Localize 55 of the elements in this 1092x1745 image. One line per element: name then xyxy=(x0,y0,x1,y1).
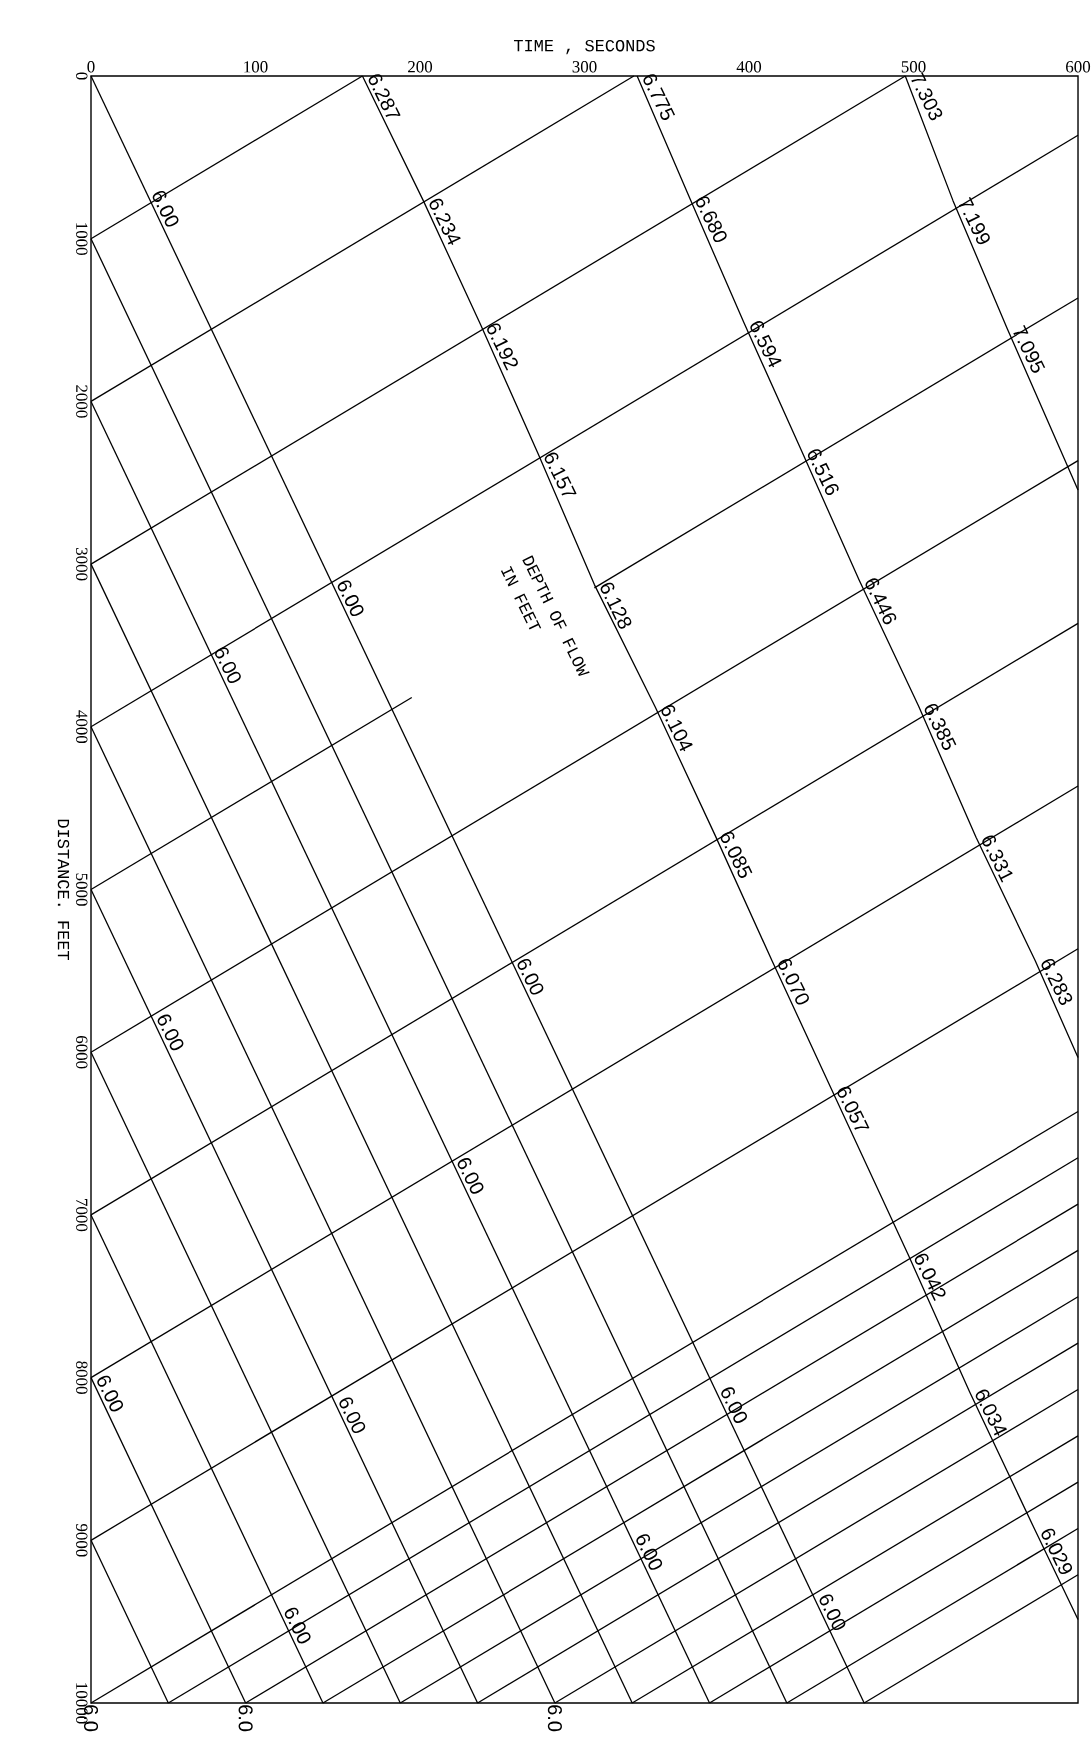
annotation: 6.00 xyxy=(517,958,544,995)
annotation: 7.303 xyxy=(911,72,943,121)
y-tick-label: 0 xyxy=(76,72,88,80)
annotation: 6.00 xyxy=(97,1375,124,1412)
annotation: 6.0 xyxy=(238,1705,253,1732)
x-tick-label: 600 xyxy=(1066,61,1091,73)
annotation: 6.029 xyxy=(1041,1528,1073,1575)
x-tick-label: 400 xyxy=(736,61,762,73)
y-axis-title: DISTANCE. FEET xyxy=(57,819,70,961)
y-tick-label: 8000 xyxy=(76,1361,88,1394)
annotation: 6.070 xyxy=(778,958,809,1005)
x-tick-label: 200 xyxy=(408,61,433,73)
y-tick-label: 9000 xyxy=(76,1523,88,1557)
annotation: 6.00 xyxy=(457,1158,484,1194)
annotation: 6.00 xyxy=(157,1014,184,1051)
y-tick-label: 1000 xyxy=(76,223,88,256)
y-tick-label: 2000 xyxy=(76,385,88,418)
y-tick-label: 6000 xyxy=(76,1036,88,1069)
annotation: 7.199 xyxy=(958,196,990,245)
annotation: 6.385 xyxy=(924,703,957,750)
annotation: 6.192 xyxy=(487,323,518,371)
annotation: 6.00 xyxy=(819,1594,846,1631)
annotation: 6.00 xyxy=(339,1397,366,1434)
annotation: 6.594 xyxy=(750,321,782,368)
annotation: 6.00 xyxy=(337,580,364,617)
x-axis-title: TIME , SECONDS xyxy=(513,39,655,55)
x-tick-label: 300 xyxy=(572,61,597,73)
annotation: 6.775 xyxy=(643,74,676,121)
annotation: 6.00 xyxy=(721,1387,747,1423)
annotation: 6.283 xyxy=(1041,958,1073,1005)
annotation: 6.042 xyxy=(914,1253,946,1301)
annotation: 6.234 xyxy=(429,198,461,245)
annotation: 7.095 xyxy=(1013,324,1046,373)
x-tick-label: 100 xyxy=(244,61,268,73)
y-tick-label: 5000 xyxy=(76,873,88,906)
annotation: 6.516 xyxy=(807,449,839,496)
annotation: 6.00 xyxy=(636,1534,663,1570)
annotation: 6.680 xyxy=(696,196,727,243)
x-tick-label: 500 xyxy=(901,61,926,73)
annotation: 6.00 xyxy=(152,190,179,227)
y-tick-label: 4000 xyxy=(76,710,88,744)
annotation: 6.157 xyxy=(544,452,577,496)
annotation: 6.0 xyxy=(547,1705,562,1732)
annotation: 6.085 xyxy=(720,832,753,878)
y-tick-label: 3000 xyxy=(76,547,88,581)
annotation: 6.128 xyxy=(600,582,632,629)
annotation: 6.104 xyxy=(661,705,693,752)
annotation: 6.057 xyxy=(837,1086,870,1130)
annotation: 6.00 xyxy=(215,647,241,683)
annotation: 6.287 xyxy=(368,74,401,118)
y-tick-label: 7000 xyxy=(76,1199,88,1232)
annotation: 6.331 xyxy=(982,835,1013,883)
annotation: 6.034 xyxy=(975,1389,1007,1436)
annotation: 6.446 xyxy=(865,578,897,625)
annotation: 6.00 xyxy=(284,1607,311,1644)
